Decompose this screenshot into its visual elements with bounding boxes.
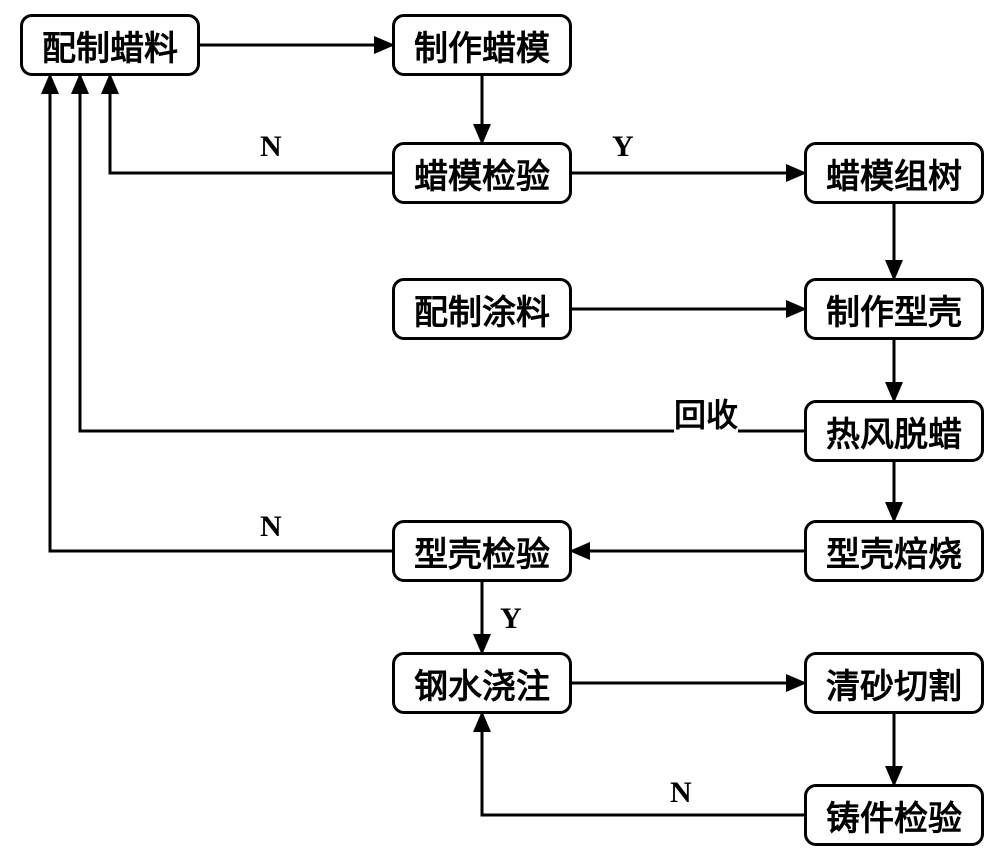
flowchart-node-n3: 蜡模检验 [392,142,572,204]
flowchart-edge-e4 [110,76,392,173]
flowchart-node-n6: 制作型壳 [804,278,984,340]
flowchart-edge-e15 [482,714,804,815]
flowchart-edge-e11 [50,76,392,551]
flowchart-node-n7: 热风脱蜡 [804,400,984,462]
flowchart-edge-label-e11: N [260,510,282,544]
flowchart-node-n4: 蜡模组树 [804,142,984,204]
flowchart-edge-label-e15: N [670,776,692,810]
flowchart-edge-label-e4: N [260,130,282,164]
flowchart-edge-e8 [80,76,804,431]
flowchart-node-n2: 制作蜡模 [392,14,572,76]
flowchart-node-n10: 钢水浇注 [392,652,572,714]
flowchart-node-n11: 清砂切割 [804,652,984,714]
flowchart-node-n1: 配制蜡料 [20,14,200,76]
flowchart-node-n12: 铸件检验 [804,784,984,846]
flowchart-edge-label-e12: Y [500,602,522,636]
flowchart-node-n9: 型壳检验 [392,520,572,582]
flowchart-edge-label-e3: Y [612,130,634,164]
flowchart-edge-label-e8: 回收 [674,390,738,436]
flowchart-node-n8: 型壳焙烧 [804,520,984,582]
flowchart-node-n5: 配制涂料 [392,278,572,340]
